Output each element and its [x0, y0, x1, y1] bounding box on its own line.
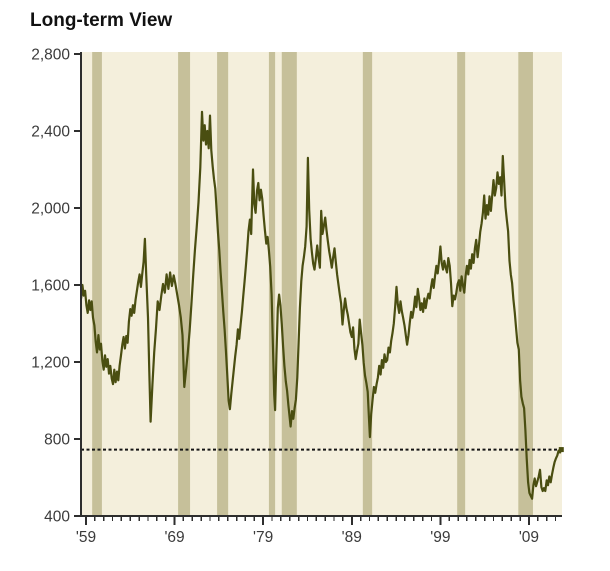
x-tick-label: '69 — [164, 529, 184, 546]
recession-band — [92, 52, 102, 517]
recession-band — [281, 52, 297, 517]
x-tick-label: '09 — [519, 529, 539, 546]
x-tick-label: '79 — [253, 529, 273, 546]
recession-band — [362, 52, 373, 517]
chart-title: Long-term View — [30, 10, 173, 31]
y-tick-label: 1,200 — [31, 355, 70, 372]
y-tick-label: 2,000 — [31, 201, 70, 218]
series-end-marker — [558, 447, 564, 453]
x-tick-label: '89 — [342, 529, 362, 546]
y-tick-label: 2,800 — [31, 47, 70, 64]
y-tick-label: 800 — [44, 432, 70, 449]
y-tick-label: 2,400 — [31, 124, 70, 141]
plot-background — [81, 52, 562, 517]
y-tick-label: 1,600 — [31, 278, 70, 295]
y-tick-label: 400 — [44, 509, 70, 526]
recession-band — [178, 52, 191, 517]
x-tick-label: '59 — [76, 529, 96, 546]
x-tick-label: '99 — [430, 529, 450, 546]
recession-band — [217, 52, 229, 517]
data-line — [80, 110, 563, 500]
